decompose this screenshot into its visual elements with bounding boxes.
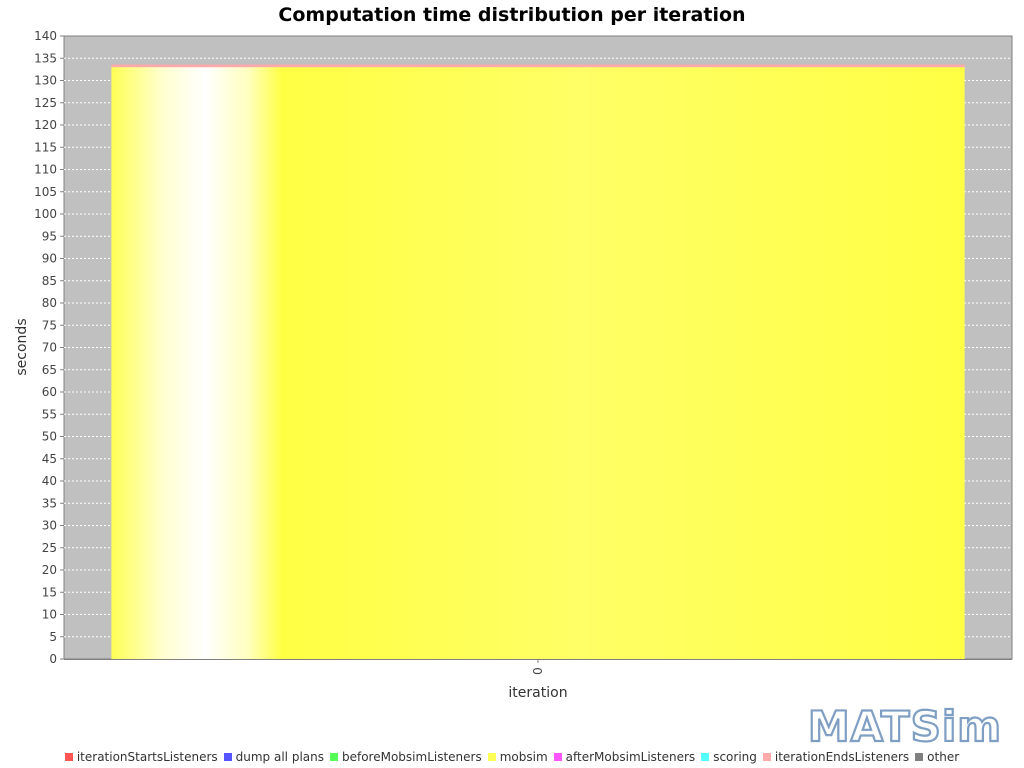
legend-item: scoring xyxy=(701,750,757,764)
matsim-logo: MATSim xyxy=(808,702,1002,751)
legend-label: iterationEndsListeners xyxy=(774,750,910,764)
legend-label: afterMobsimListeners xyxy=(565,750,696,764)
y-tick-label: 125 xyxy=(34,96,57,110)
legend-item: dump all plans xyxy=(223,750,324,764)
y-tick-label: 0 xyxy=(49,652,57,666)
y-tick-label: 85 xyxy=(42,274,57,288)
x-tick-label: 0 xyxy=(531,667,545,675)
x-axis-label: iteration xyxy=(508,685,567,701)
y-tick-label: 35 xyxy=(42,496,57,510)
legend-item: iterationStartsListeners xyxy=(64,750,218,764)
legend-swatch xyxy=(915,753,924,761)
legend-swatch xyxy=(64,753,73,761)
legend-label: mobsim xyxy=(499,750,548,764)
legend-swatch xyxy=(329,753,338,761)
legend-swatch xyxy=(701,753,710,761)
bar-iterationEndsListeners xyxy=(111,64,965,68)
y-tick-label: 5 xyxy=(49,630,57,644)
y-tick-label: 60 xyxy=(42,385,57,399)
legend-label: iterationStartsListeners xyxy=(76,750,218,764)
bars xyxy=(111,64,965,659)
y-tick-label: 75 xyxy=(42,318,57,332)
legend-swatch xyxy=(553,753,562,761)
y-tick-label: 95 xyxy=(42,229,57,243)
legend-item: afterMobsimListeners xyxy=(553,750,696,764)
y-tick-label: 65 xyxy=(42,363,57,377)
legend-swatch xyxy=(762,753,771,761)
legend-swatch xyxy=(223,753,232,761)
legend: iterationStartsListeners dump all plans be… xyxy=(0,748,1024,766)
legend-swatch xyxy=(487,753,496,761)
y-tick-label: 115 xyxy=(34,140,57,154)
y-tick-label: 40 xyxy=(42,474,57,488)
y-tick-label: 105 xyxy=(34,185,57,199)
legend-item: mobsim xyxy=(487,750,548,764)
y-tick-label: 30 xyxy=(42,519,57,533)
y-tick-label: 55 xyxy=(42,407,57,421)
y-tick-label: 135 xyxy=(34,51,57,65)
legend-label: other xyxy=(927,750,960,764)
y-tick-label: 80 xyxy=(42,296,57,310)
y-tick-label: 15 xyxy=(42,585,57,599)
legend-item: iterationEndsListeners xyxy=(762,750,910,764)
y-tick-label: 130 xyxy=(34,74,57,88)
y-tick-label: 50 xyxy=(42,430,57,444)
y-tick-label: 45 xyxy=(42,452,57,466)
legend-label: dump all plans xyxy=(235,750,324,764)
y-tick-label: 120 xyxy=(34,118,57,132)
y-tick-label: 10 xyxy=(42,608,57,622)
legend-label: scoring xyxy=(713,750,757,764)
legend-item: other xyxy=(915,750,959,764)
legend-item: beforeMobsimListeners xyxy=(329,750,482,764)
x-axis: 0 xyxy=(64,659,1012,675)
y-axis: 0 5 10 15 20 25 30 35 40 45 50 55 60 65 70 75 80 85 90 95 10… xyxy=(34,29,64,666)
legend-label: beforeMobsimListeners xyxy=(341,750,482,764)
y-axis-label: seconds xyxy=(14,318,30,375)
bar-mobsim xyxy=(111,67,965,659)
y-tick-label: 25 xyxy=(42,541,57,555)
y-tick-label: 70 xyxy=(42,341,57,355)
chart-title: Computation time distribution per iterat… xyxy=(278,4,745,26)
y-tick-label: 140 xyxy=(34,29,57,43)
y-tick-label: 110 xyxy=(34,163,57,177)
y-tick-label: 20 xyxy=(42,563,57,577)
y-tick-label: 100 xyxy=(34,207,57,221)
y-tick-label: 90 xyxy=(42,252,57,266)
